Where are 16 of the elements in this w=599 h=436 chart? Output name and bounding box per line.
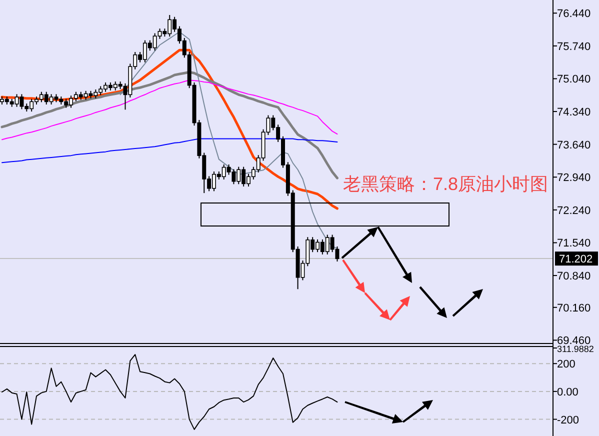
y-tick-label: 200 bbox=[557, 358, 576, 371]
y-tick-label: 70.160 bbox=[557, 302, 591, 314]
y-tick-label: 72.940 bbox=[557, 172, 591, 184]
text: 老黑策略：7.8原油小时图 bbox=[343, 174, 548, 194]
y-tick-label: 75.040 bbox=[557, 74, 591, 86]
y-tick-label: 76.440 bbox=[557, 8, 591, 20]
y-tick-label: 75.740 bbox=[557, 40, 591, 53]
y-tick-label: 71.540 bbox=[557, 238, 591, 250]
y-tick-label: 70.840 bbox=[557, 270, 591, 283]
y-tick-label: 74.340 bbox=[557, 106, 591, 119]
y-tick-label: -200 bbox=[557, 414, 580, 426]
y-tick-label: 73.640 bbox=[557, 139, 591, 152]
y-tick-label: 72.240 bbox=[557, 204, 591, 217]
y-tick-label: 0.00 bbox=[557, 386, 578, 398]
y-tick-label: 311.9882 bbox=[557, 344, 594, 354]
ref-line-label: 71.202 bbox=[559, 254, 593, 266]
